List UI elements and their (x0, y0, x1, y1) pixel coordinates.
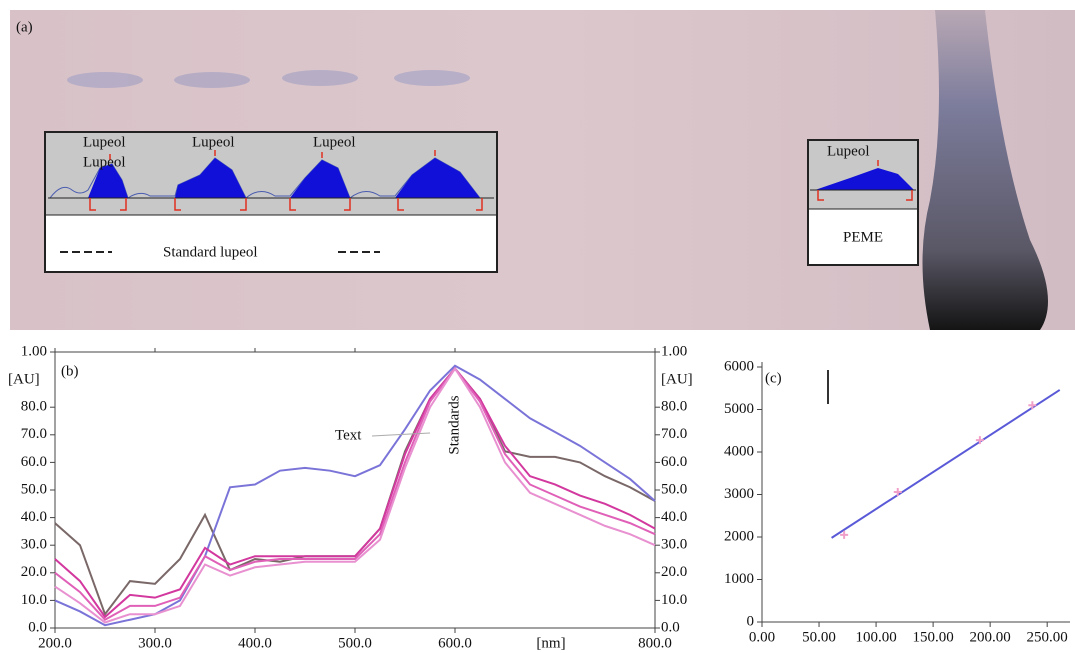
inset-caption: PEME (843, 229, 883, 245)
x-tick-label: 50.00 (802, 629, 836, 645)
series-line (54, 366, 656, 624)
fit-line (831, 389, 1061, 539)
y-tick-label: 40.0 (661, 509, 687, 525)
y-tick-label: 70.0 (661, 426, 687, 442)
x-tick-label: 800.0 (638, 635, 672, 651)
x-tick-label: 600.0 (438, 635, 472, 651)
y-tick-label: 80.0 (21, 399, 47, 415)
annotation: Standards (446, 395, 462, 454)
x-tick-label: 300.0 (138, 635, 172, 651)
y-tick-label: 70.0 (21, 426, 47, 442)
chart-title: (c) (765, 370, 782, 386)
y-tick-label: 80.0 (661, 399, 687, 415)
y-tick-label: 10.0 (21, 592, 47, 608)
sample-lane (922, 10, 1048, 330)
peak-label: Lupeol (313, 134, 356, 150)
inset-standard (44, 131, 498, 273)
y-tick-label: 20.0 (21, 564, 47, 580)
y-tick-label: 2000 (724, 528, 754, 544)
y-tick-label: 50.0 (661, 481, 687, 497)
peak-label: Lupeol (827, 143, 870, 159)
x-tick-label: 250.00 (1027, 629, 1068, 645)
y-axis-label: [AU] (8, 371, 40, 387)
series-line (54, 366, 656, 619)
chart-title: (b) (61, 363, 79, 379)
x-tick-label: 100.00 (855, 629, 896, 645)
bands (67, 70, 470, 88)
annotation-leader (371, 432, 431, 437)
x-tick-label: 400.0 (238, 635, 272, 651)
point (975, 436, 984, 445)
y-tick-label: 0.0 (28, 619, 47, 635)
panel-label: (a) (16, 19, 33, 35)
x-tick-label: 200.00 (970, 629, 1011, 645)
y-tick-label: 20.0 (661, 564, 687, 580)
y-tick-label: 5000 (724, 401, 754, 417)
y-tick-label: 60.0 (661, 454, 687, 470)
x-axis-label: [nm] (536, 635, 565, 651)
y-tick-label: 6000 (724, 358, 754, 374)
y-tick-label: 1.00 (661, 343, 687, 359)
y-tick-label: 3000 (724, 486, 754, 502)
x-tick-label: 0.00 (749, 629, 775, 645)
inset-sample (807, 139, 919, 266)
series-line (54, 366, 656, 621)
point (893, 487, 902, 496)
x-tick-label: 500.0 (338, 635, 372, 651)
y-tick-label: 60.0 (21, 454, 47, 470)
y-tick-label: 30.0 (21, 537, 47, 553)
y-axis-label: [AU] (661, 371, 693, 387)
series-line (54, 366, 656, 617)
y-tick-label: 50.0 (21, 481, 47, 497)
y-tick-label: 1000 (724, 571, 754, 587)
y-tick-label: 0.0 (661, 619, 680, 635)
inset-caption: Standard lupeol (163, 244, 258, 260)
y-tick-label: 40.0 (21, 509, 47, 525)
y-tick-label: 1.00 (21, 343, 47, 359)
x-tick-label: 150.00 (912, 629, 953, 645)
point (840, 530, 849, 539)
annotation: Text (335, 427, 362, 443)
y-tick-label: 30.0 (661, 537, 687, 553)
point (1028, 401, 1037, 410)
y-tick-label: 4000 (724, 443, 754, 459)
panel-a: (a) Lupeol Lupeol Lupeol Lupeol Standard… (10, 10, 1075, 330)
x-tick-label: 200.0 (38, 635, 72, 651)
y-tick-label: 10.0 (661, 592, 687, 608)
peak-label: Lupeol (192, 134, 235, 150)
peak-label: Lupeol (83, 154, 126, 170)
peak-label: Lupeol (83, 134, 126, 150)
y-tick-label: 0 (747, 613, 755, 629)
series-line (54, 364, 656, 627)
plot-frame (54, 351, 656, 629)
